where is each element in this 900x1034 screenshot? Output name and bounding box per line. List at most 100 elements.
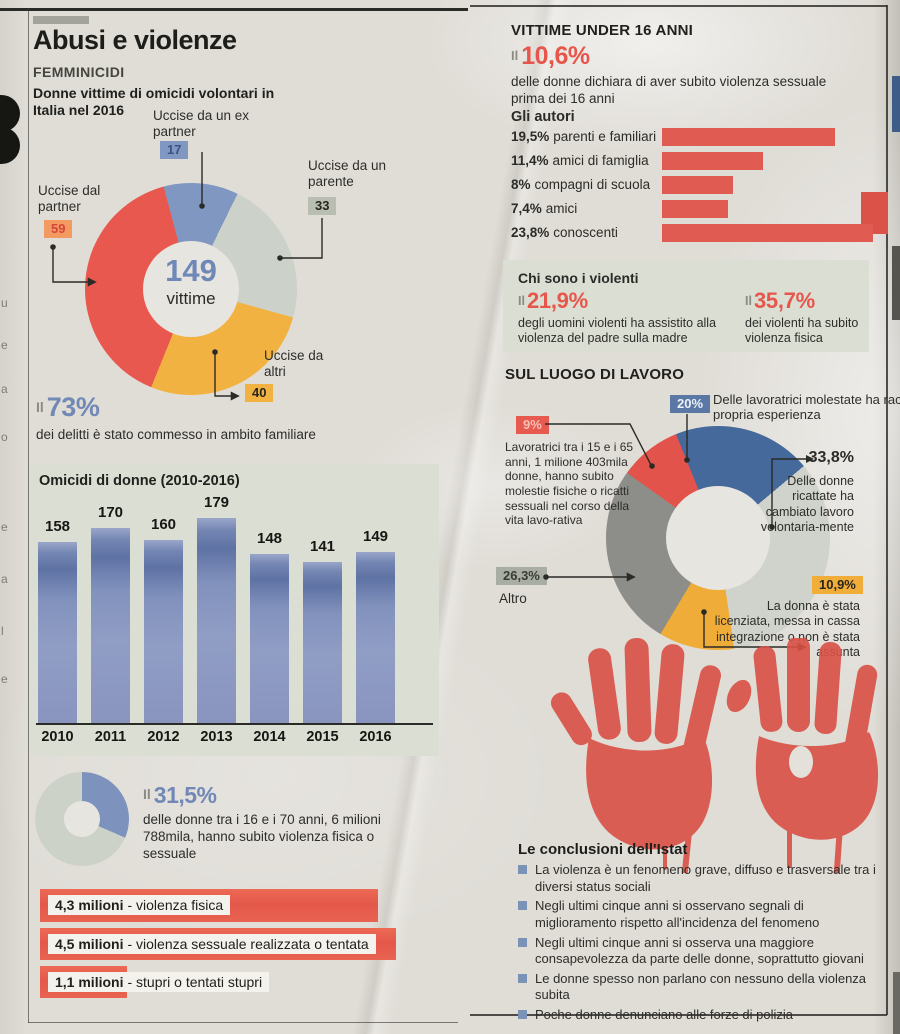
bar-value: 158 <box>44 518 71 535</box>
author-bar <box>662 224 873 242</box>
stat-73-percent: Il 73% <box>36 392 100 423</box>
donut-center-label: vittime <box>166 289 216 308</box>
label-9-percent: Lavoratrici tra i 15 e i 65 anni, 1 mili… <box>505 440 634 528</box>
bar-value: 141 <box>309 538 336 555</box>
segment-label-ex-partner: Uccise da un ex partner <box>153 108 250 139</box>
bar-2011 <box>91 528 130 723</box>
stat-338-percent: 33,8% <box>808 449 854 466</box>
homicides-bar-chart: Omicidi di donne (2010-2016) 158 170 160… <box>30 464 439 756</box>
conclusion-item: Le donne spesso non parlano con nessuno … <box>518 971 876 1004</box>
x-axis <box>36 723 433 725</box>
violence-share-donut <box>35 772 129 866</box>
bar-2016 <box>356 552 395 723</box>
stat-prefix: Il <box>511 48 519 63</box>
stat-value: 35,7% <box>753 288 815 313</box>
stat-prefix: Il <box>143 786 151 802</box>
author-pct: 11,4% <box>511 153 549 168</box>
donut-hole <box>666 486 770 590</box>
margin-text-fragment: l <box>1 624 4 638</box>
author-label: parenti e familiari <box>553 129 657 144</box>
value-badge-parente: 33 <box>308 197 337 216</box>
left-frame-border <box>28 9 29 1023</box>
stat-357-caption: dei violenti ha subito violenza fisica <box>745 316 859 346</box>
label-altro: Altro <box>499 591 527 606</box>
badge-9-percent: 9% <box>516 416 549 435</box>
margin-text-fragment: e <box>1 338 8 352</box>
year-label: 2011 <box>94 729 127 745</box>
label-20-percent: Delle lavoratrici molestate ha raccontat… <box>713 392 900 423</box>
red-handprints-illustration <box>550 638 879 873</box>
stat-106-percent: Il 10,6% <box>511 42 590 71</box>
stat-315-caption: delle donne tra i 16 e i 70 anni, 6 mili… <box>143 812 381 861</box>
margin-text-fragment: o <box>1 430 8 444</box>
right-box-right-border <box>886 5 888 1015</box>
author-pct: 7,4% <box>511 201 542 216</box>
amount: 1,1 milioni <box>55 974 124 990</box>
author-label: conoscenti <box>553 225 618 240</box>
margin-glyph-circle <box>0 127 20 164</box>
author-label: compagni di scuola <box>534 177 651 192</box>
author-row: 11,4% amici di famiglia <box>511 153 649 168</box>
margin-text-fragment: e <box>1 520 8 534</box>
section-title-workplace: SUL LUOGO DI LAVORO <box>505 366 685 383</box>
right-box-bottom-border <box>470 1014 887 1016</box>
page-edge-blue-block <box>892 76 900 132</box>
conclusion-item: Poche donne denunciano alle forze di pol… <box>518 1007 876 1024</box>
bar-value: 170 <box>97 504 124 521</box>
author-row: 23,8% conoscenti <box>511 225 618 240</box>
kicker-dash <box>33 16 89 24</box>
amount: 4,5 milioni <box>55 936 124 952</box>
conclusion-item: La violenza è un fenomeno grave, diffuso… <box>518 862 876 895</box>
author-bar <box>662 128 835 146</box>
year-label: 2014 <box>253 729 286 745</box>
segment-label-partner: Uccise dal partner <box>38 183 101 214</box>
page-edge-dark-block <box>893 972 900 1034</box>
year-label: 2010 <box>41 729 74 745</box>
bar-value: 179 <box>203 494 230 511</box>
section-title-under16: VITTIME UNDER 16 ANNI <box>511 22 693 39</box>
bottom-frame-border-left <box>28 1022 458 1023</box>
author-pct: 23,8% <box>511 225 550 240</box>
conclusion-item: Negli ultimi cinque anni si osservano se… <box>518 898 876 931</box>
stat-value: 10,6% <box>521 42 590 70</box>
margin-text-fragment: a <box>1 382 8 396</box>
bar-label-violenza-sessuale: 4,5 milioni - violenza sessuale realizzat… <box>48 934 376 954</box>
stat-73-caption: dei delitti è stato commesso in ambito f… <box>36 427 316 442</box>
author-pct: 8% <box>511 177 531 192</box>
label-338-percent: Delle donne ricattate ha cambiato lavoro… <box>760 474 854 534</box>
author-row: 7,4% amici <box>511 201 577 216</box>
description: - violenza sessuale realizzata o tentata <box>127 936 369 952</box>
stat-prefix: Il <box>518 294 525 308</box>
chart-subtitle: Donne vittime di omicidi volontari in It… <box>33 85 275 118</box>
badge-263-percent: 26,3% <box>496 567 547 586</box>
bar-value: 149 <box>362 528 389 545</box>
year-label: 2015 <box>306 729 339 745</box>
page-edge-dark-block <box>892 246 900 320</box>
value-badge-altri: 40 <box>245 384 274 403</box>
margin-text-fragment: a <box>1 572 8 586</box>
author-row: 19,5% parenti e familiari <box>511 129 656 144</box>
page-title: Abusi e violenze <box>33 25 237 55</box>
right-box-top-border <box>470 5 887 7</box>
donut-hole <box>64 801 100 837</box>
author-label: amici di famiglia <box>552 153 649 168</box>
author-row: 8% compagni di scuola <box>511 177 650 192</box>
segment-label-parente: Uccise da un parente <box>308 158 387 189</box>
value-badge-partner: 59 <box>44 220 73 239</box>
year-label: 2016 <box>359 729 392 745</box>
bar-2014 <box>250 554 289 723</box>
year-label: 2013 <box>200 729 233 745</box>
description: - violenza fisica <box>127 897 224 913</box>
segment-label-altri: Uccise da altri <box>264 348 324 379</box>
bar-label-violenza-fisica: 4,3 milioni - violenza fisica <box>48 895 231 915</box>
margin-glyph-circle <box>0 95 20 132</box>
conclusion-item: Negli ultimi cinque anni si osserva una … <box>518 935 876 968</box>
label-109-percent: La donna è stata licenziata, messa in ca… <box>714 599 860 659</box>
section-label-femminicidi: FEMMINICIDI <box>33 64 125 80</box>
stat-219-caption: degli uomini violenti ha assistito alla … <box>518 316 717 346</box>
violents-panel: Chi sono i violenti Il21,9% degli uomini… <box>503 260 869 352</box>
conclusions-title: Le conclusioni dell'Istat <box>518 841 688 858</box>
bar-label-stupri: 1,1 milioni - stupri o tentati stupri <box>48 972 270 992</box>
donut-hole <box>143 241 239 337</box>
